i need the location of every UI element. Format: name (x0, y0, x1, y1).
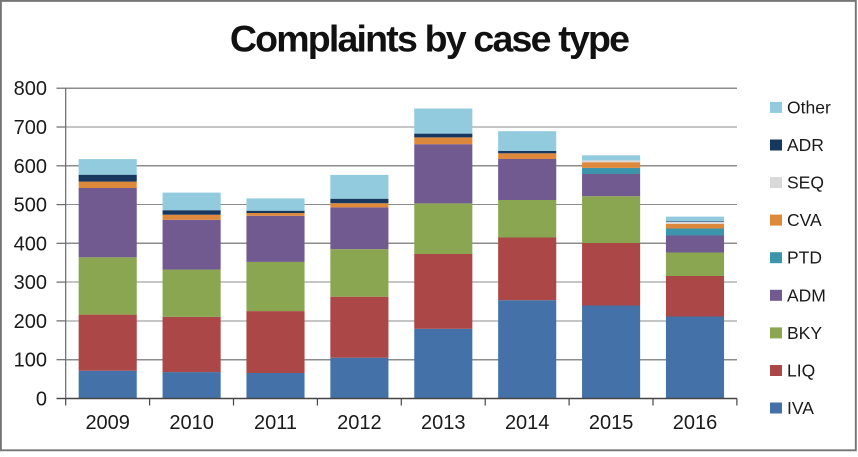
svg-text:100: 100 (14, 350, 47, 372)
svg-text:IVA: IVA (787, 398, 814, 418)
svg-text:2011: 2011 (254, 412, 297, 434)
svg-text:2016: 2016 (673, 412, 718, 434)
svg-text:Complaints by case type: Complaints by case type (230, 18, 629, 60)
svg-text:0: 0 (36, 389, 47, 411)
svg-text:ADR: ADR (787, 135, 824, 155)
svg-text:LIQ: LIQ (787, 361, 815, 381)
svg-text:600: 600 (14, 156, 47, 178)
svg-text:400: 400 (14, 233, 47, 255)
svg-text:2009: 2009 (85, 412, 130, 434)
svg-text:CVA: CVA (787, 210, 822, 230)
svg-text:ADM: ADM (787, 285, 826, 305)
svg-text:2015: 2015 (589, 412, 634, 434)
svg-text:PTD: PTD (787, 248, 822, 268)
svg-text:2012: 2012 (337, 412, 382, 434)
svg-text:700: 700 (14, 117, 47, 139)
svg-text:2010: 2010 (169, 412, 214, 434)
svg-text:2014: 2014 (505, 412, 550, 434)
svg-text:SEQ: SEQ (787, 173, 824, 193)
svg-text:500: 500 (14, 195, 47, 217)
svg-text:800: 800 (14, 78, 47, 100)
svg-text:BKY: BKY (787, 323, 822, 343)
svg-text:Other: Other (787, 97, 831, 117)
svg-text:200: 200 (14, 311, 47, 333)
svg-text:2013: 2013 (421, 412, 466, 434)
svg-text:300: 300 (14, 272, 47, 294)
